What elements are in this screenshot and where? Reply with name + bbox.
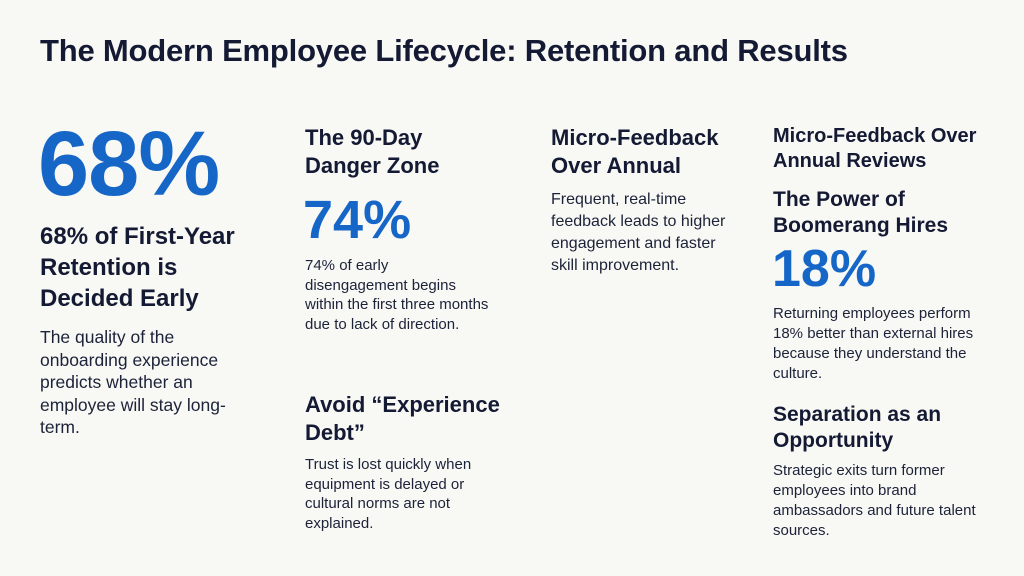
stat-18: 18% [772,240,877,298]
body-returning-employees: Returning employees perform 18% better t… [773,305,974,382]
page-title: The Modern Employee Lifecycle: Retention… [40,33,848,68]
heading-experience-debt: Avoid “Experience Debt” [305,392,500,445]
body-onboarding-quality: The quality of the onboarding experience… [40,327,226,437]
stat-68: 68% [38,113,220,215]
body-early-disengagement: 74% of early disengagement begins within… [305,257,489,333]
heading-first-year-retention: 68% of First-Year Retention is Decided E… [40,223,235,312]
heading-90-day-danger-zone: The 90-Day Danger Zone [305,125,440,178]
body-strategic-exits: Strategic exits turn former employees in… [773,462,976,539]
body-trust-lost: Trust is lost quickly when equipment is … [305,456,472,532]
heading-boomerang-hires: The Power of Boomerang Hires [773,188,949,237]
body-frequent-feedback: Frequent, real-time feedback leads to hi… [551,191,726,274]
stat-74: 74% [303,190,412,250]
heading-micro-feedback-reviews: Micro-Feedback Over Annual Reviews [773,125,977,172]
heading-micro-feedback: Micro-Feedback Over Annual [551,125,719,178]
heading-separation-opportunity: Separation as an Opportunity [773,403,942,452]
